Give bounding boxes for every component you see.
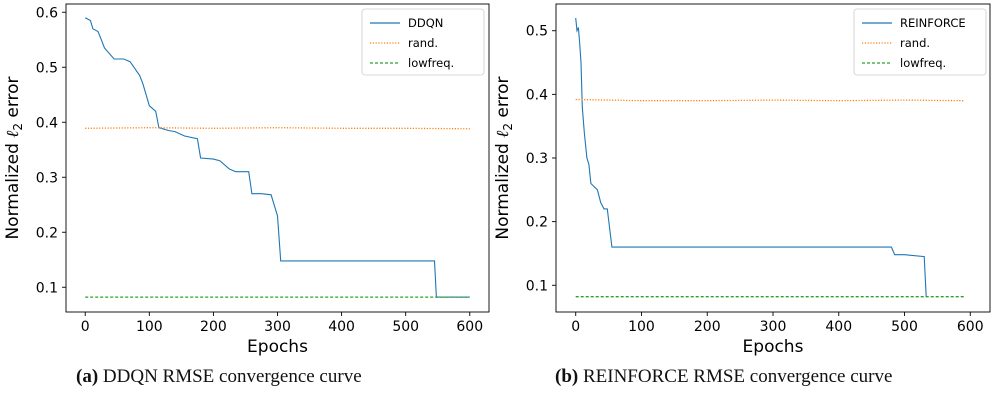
legend-box xyxy=(853,8,987,76)
x-tick-label: 100 xyxy=(136,319,163,335)
y-axis-label: Normalized ℓ2 error xyxy=(493,76,515,239)
caption-b: (b) REINFORCE RMSE convergence curve xyxy=(555,366,892,388)
legend-label: rand. xyxy=(408,36,438,50)
legend-box xyxy=(361,8,485,76)
x-tick-label: 600 xyxy=(957,319,984,335)
y-tick-label: 0.5 xyxy=(526,24,548,40)
y-axis-label-subscript: 2 xyxy=(11,123,25,131)
legend-label: lowfreq. xyxy=(900,56,946,70)
caption-a-tag: (a) xyxy=(76,366,99,387)
x-tick-label: 500 xyxy=(392,319,419,335)
x-tick-label: 200 xyxy=(694,319,721,335)
y-axis-label-symbol: ℓ xyxy=(493,131,513,138)
y-axis-label-suffix: error xyxy=(3,76,23,123)
y-tick-label: 0.2 xyxy=(526,215,548,231)
legend-label: lowfreq. xyxy=(408,56,454,70)
x-tick-label: 600 xyxy=(456,319,483,335)
x-axis-label: Epochs xyxy=(247,337,308,357)
caption-a-text: DDQN RMSE convergence curve xyxy=(102,366,362,387)
x-tick-label: 200 xyxy=(200,319,227,335)
y-tick-label: 0.4 xyxy=(36,115,58,131)
caption-b-text: REINFORCE RMSE convergence curve xyxy=(582,366,893,387)
y-tick-label: 0.1 xyxy=(526,278,548,294)
series-line-reinforce xyxy=(575,17,927,297)
legend-label: DDQN xyxy=(408,16,443,30)
y-tick-label: 0.2 xyxy=(36,225,58,241)
x-axis-label: Epochs xyxy=(743,337,804,357)
y-axis-label-suffix: error xyxy=(493,76,513,123)
x-tick-label: 400 xyxy=(328,319,355,335)
series-line-rand xyxy=(575,98,964,102)
x-tick-label: 500 xyxy=(891,319,918,335)
legend-label: REINFORCE xyxy=(900,16,966,30)
y-tick-label: 0.3 xyxy=(526,151,548,167)
caption-a: (a) DDQN RMSE convergence curve xyxy=(76,366,362,388)
y-tick-label: 0.5 xyxy=(36,60,58,76)
series-line-rand xyxy=(85,127,470,130)
y-tick-label: 0.4 xyxy=(526,87,548,103)
y-axis-label-prefix: Normalized xyxy=(3,138,23,240)
y-axis-label-prefix: Normalized xyxy=(493,138,513,240)
x-tick-label: 0 xyxy=(571,319,580,335)
x-tick-label: 100 xyxy=(628,319,655,335)
x-tick-label: 300 xyxy=(264,319,291,335)
y-tick-label: 0.1 xyxy=(36,280,58,296)
series-line-ddqn xyxy=(84,17,470,298)
y-axis-label: Normalized ℓ2 error xyxy=(3,76,25,239)
chart-panel-a: 0 100 200 300 400 500 600 0.1 0.2 0.3 0.4 0.5 0.6 Epo… xyxy=(3,3,490,357)
caption-b-tag: (b) xyxy=(555,366,579,387)
y-tick-label: 0.3 xyxy=(36,170,58,186)
x-tick-label: 300 xyxy=(760,319,787,335)
chart-panel-b: 0 100 200 300 400 500 600 0.1 0.2 0.3 0.4 0.5 Epochs… xyxy=(493,3,991,357)
y-axis-label-subscript: 2 xyxy=(501,123,515,131)
x-tick-label: 400 xyxy=(825,319,852,335)
y-tick-label: 0.6 xyxy=(36,5,58,21)
y-axis-label-symbol: ℓ xyxy=(3,131,23,138)
x-tick-label: 0 xyxy=(81,319,90,335)
legend-label: rand. xyxy=(900,36,930,50)
